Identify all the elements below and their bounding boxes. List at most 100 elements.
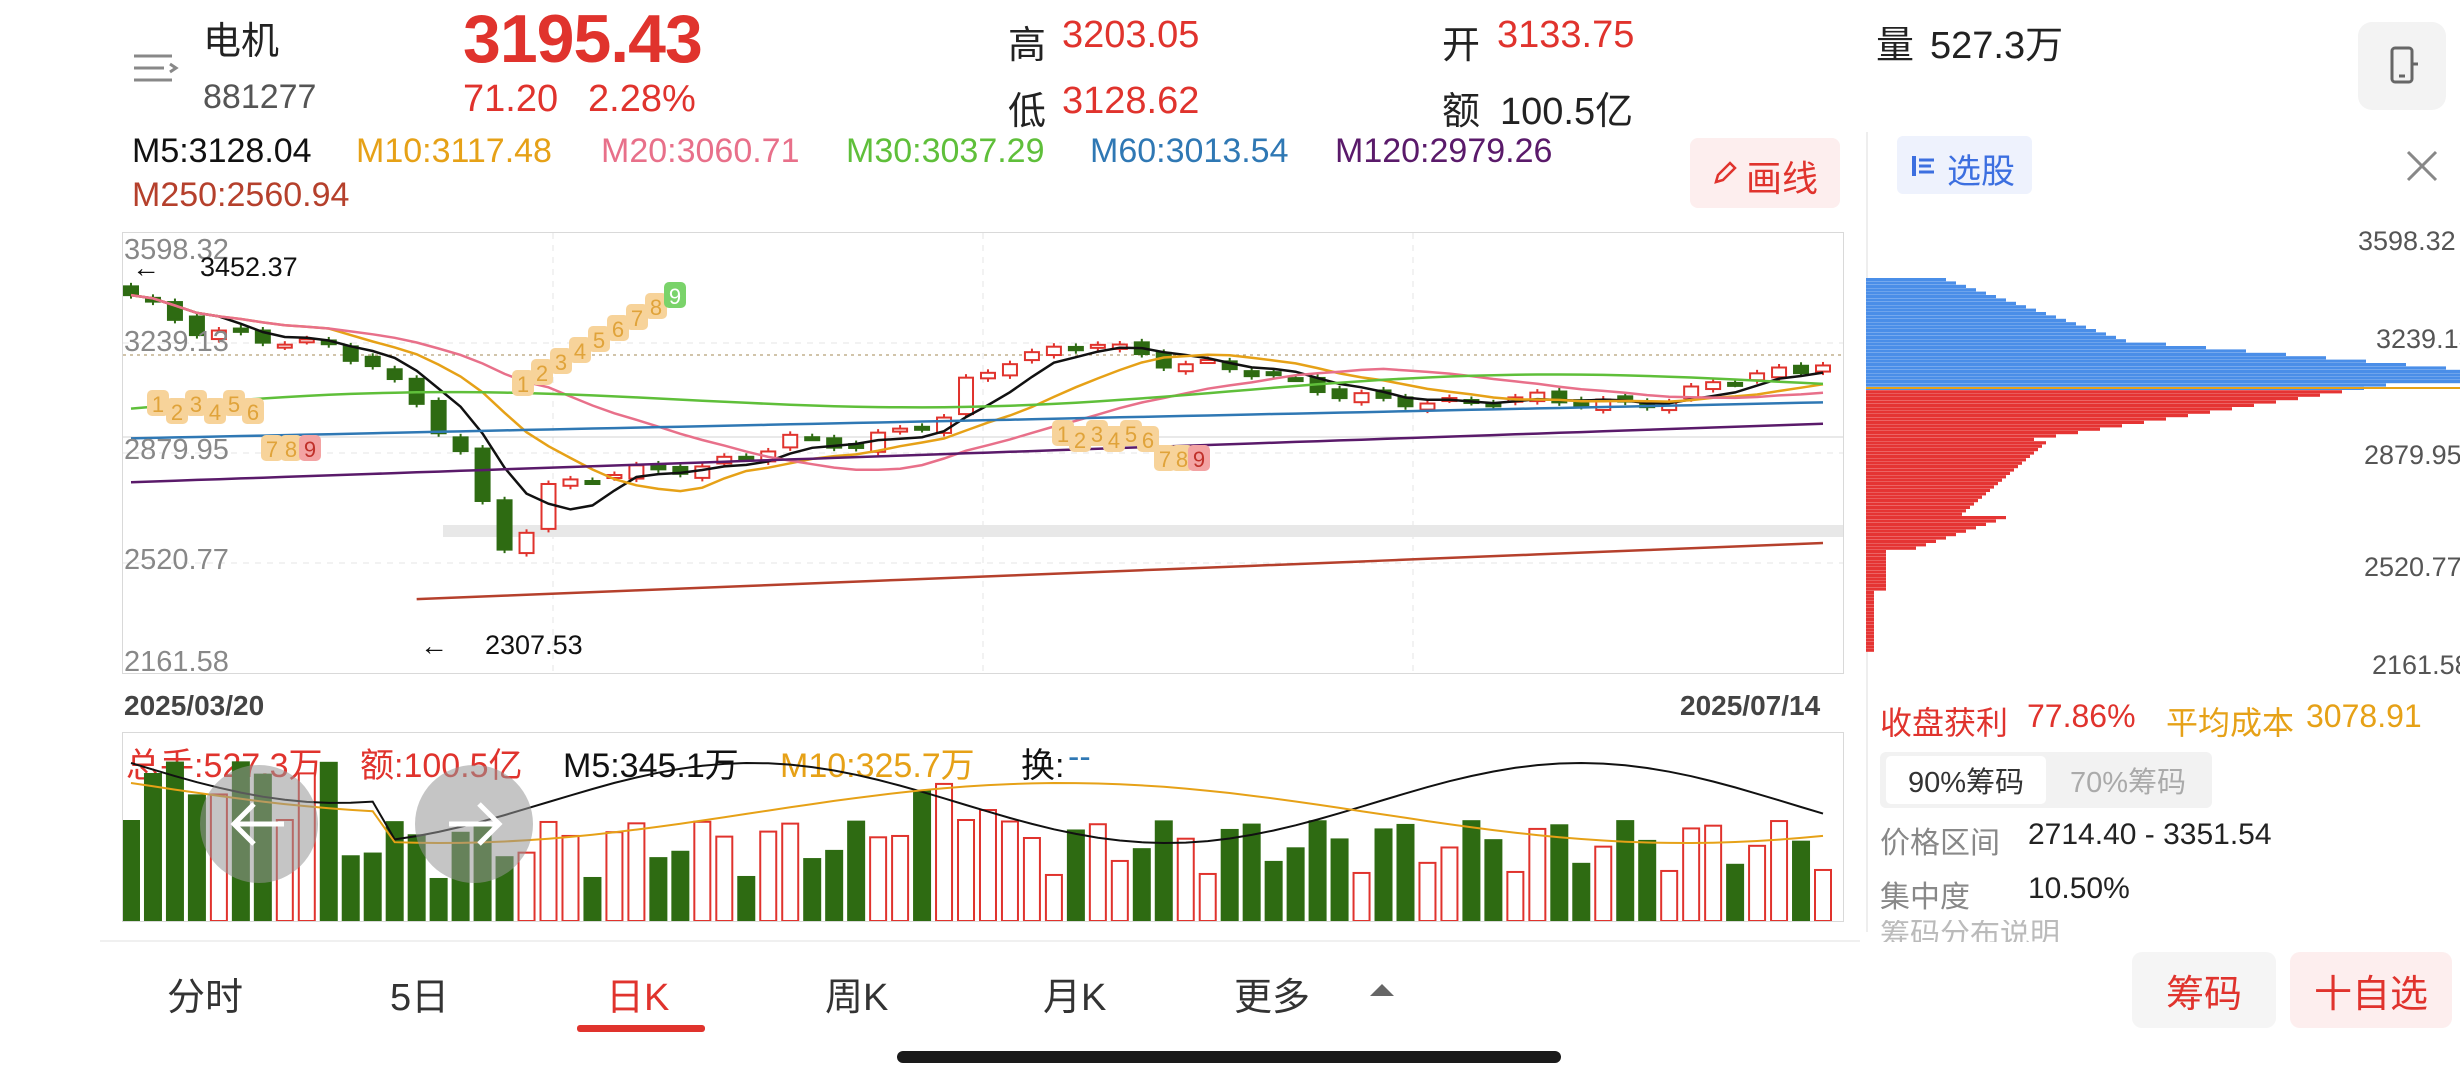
candle: [804, 436, 821, 442]
tab-daily-k[interactable]: 日K: [606, 977, 670, 1019]
volume-bar: [143, 773, 162, 921]
menu-icon[interactable]: [120, 38, 190, 98]
scroll-left-button[interactable]: [200, 765, 318, 883]
chip-bar: [1866, 444, 2042, 448]
chip-bar: [1866, 301, 2016, 305]
add-watchlist-button[interactable]: 十自选: [2290, 952, 2452, 1028]
avg-cost-label: 平均成本: [2166, 705, 2295, 741]
volume-bar: [1748, 844, 1767, 921]
chip-bar: [1866, 434, 2056, 438]
chip-bar: [1866, 400, 2276, 404]
td-number: 8: [650, 295, 662, 320]
td-badge: [1188, 445, 1210, 471]
candle: [188, 315, 205, 337]
profit-label: 收盘获利: [1880, 705, 2009, 741]
high-value: 3203.05: [1062, 14, 1200, 56]
chip-bar: [1866, 322, 2076, 326]
volume-bar: [1726, 863, 1745, 921]
chip-bar: [1866, 352, 2286, 356]
volume-bar: [649, 857, 668, 921]
chip-bar: [1866, 635, 1874, 639]
close-icon[interactable]: [2400, 144, 2444, 188]
avg-cost-value: 3078.91: [2306, 698, 2422, 734]
volume-bar: [517, 851, 536, 921]
chip-y-2: 3239.13: [2376, 324, 2460, 354]
candle: [540, 482, 557, 530]
phone-rotate-button[interactable]: [2358, 22, 2446, 110]
ma30-label: M30:3037.29: [846, 132, 1045, 170]
stock-code: 881277: [203, 78, 317, 116]
chip-bar: [1866, 295, 1996, 299]
chip-bar: [1866, 369, 2460, 373]
volume-chart[interactable]: [122, 732, 1844, 922]
chip-y-4: 2520.77: [2364, 552, 2460, 582]
chip-bar: [1866, 526, 1976, 530]
volume-bar: [759, 830, 778, 921]
chips-button[interactable]: 筹码: [2132, 952, 2276, 1028]
td-badge: [1052, 420, 1074, 446]
chip-bar: [1866, 505, 1970, 509]
tab-5day[interactable]: 5日: [390, 977, 450, 1019]
open-label: 开: [1442, 25, 1481, 67]
chip-bar: [1866, 597, 1874, 601]
tab-more[interactable]: 更多: [1234, 977, 1311, 1019]
candle: [1177, 363, 1194, 373]
volume-bar: [869, 836, 888, 921]
chip-bar: [1866, 536, 1946, 540]
candle: [276, 343, 293, 349]
chip-bar: [1866, 339, 2126, 343]
chip-bar: [1866, 356, 2326, 360]
y-label-min: 2161.58: [124, 646, 229, 678]
candle: [1331, 388, 1348, 400]
scroll-right-button[interactable]: [415, 765, 533, 883]
chip-bar: [1866, 628, 1874, 632]
chip-bar: [1866, 624, 1874, 628]
tab-intraday[interactable]: 分时: [167, 977, 244, 1019]
tab-monthly-k[interactable]: 月K: [1043, 977, 1107, 1019]
tab-90-chips[interactable]: 90%筹码: [1886, 756, 2046, 804]
chip-bar: [1866, 502, 1974, 506]
chip-bar: [1866, 631, 1874, 635]
td-number: 5: [1125, 422, 1137, 447]
td-badge: [223, 390, 245, 416]
chip-bar: [1866, 298, 2006, 302]
chip-bar: [1866, 499, 1978, 503]
draw-line-button[interactable]: 画线: [1690, 138, 1840, 208]
chip-bar: [1866, 427, 2100, 431]
td-badge: [1171, 445, 1193, 471]
chip-bar: [1866, 431, 2078, 435]
candle: [1353, 392, 1370, 404]
chip-bar: [1866, 570, 1886, 574]
td-number: 6: [612, 317, 624, 342]
chip-bar: [1866, 584, 1886, 588]
candle: [1155, 351, 1172, 369]
chip-bar: [1866, 335, 2116, 339]
tab-70-chips[interactable]: 70%筹码: [2069, 767, 2187, 799]
caret-up-icon[interactable]: [1368, 980, 1396, 1003]
chip-bar: [1866, 461, 2022, 465]
chip-bar: [1866, 383, 2386, 387]
chip-bar: [1866, 390, 2342, 394]
volume-bar: [671, 850, 690, 921]
chip-desc-link[interactable]: 筹码分布说明: [1880, 920, 2060, 942]
chip-bar: [1866, 359, 2366, 363]
concentration-label: 集中度: [1880, 881, 1970, 914]
candle: [914, 425, 931, 431]
ma120-label: M120:2979.26: [1335, 132, 1553, 170]
td-number: 5: [228, 392, 240, 417]
chip-bar: [1866, 410, 2210, 414]
tab-weekly-k[interactable]: 周K: [825, 977, 889, 1019]
chip-bar: [1866, 288, 1976, 292]
volume-bar: [1814, 868, 1832, 921]
chip-bar: [1866, 417, 2166, 421]
pick-stock-button[interactable]: 选股: [1897, 136, 2032, 194]
volume-bar: [1462, 820, 1481, 921]
chip-bar: [1866, 563, 1886, 567]
chip-bar: [1866, 312, 2046, 316]
pick-stock-label: 选股: [1947, 153, 2015, 191]
pencil-icon: [1714, 161, 1737, 184]
volume-bar: [1616, 820, 1635, 921]
td-badge: [512, 370, 534, 396]
chip-bar: [1866, 519, 1996, 523]
